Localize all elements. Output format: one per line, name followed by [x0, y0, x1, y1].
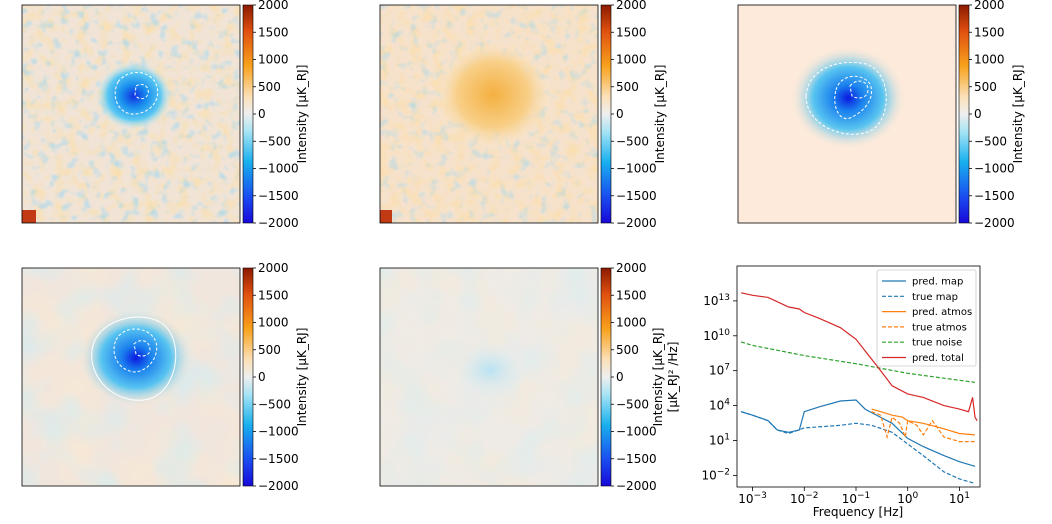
colorbar-tick-label: 500 — [258, 80, 281, 94]
panel-top-left — [21, 4, 241, 224]
colorbar-tick-label: 1500 — [974, 25, 1005, 39]
y-tick-label: 1013 — [703, 293, 730, 308]
colorbar-tick-label: −1500 — [258, 452, 299, 466]
colorbar-3: 2000 1500 1000 500 0 −500 −1000 −1500 −2000 Inte… — [958, 0, 1025, 230]
colorbar-tick-label: 1500 — [616, 25, 647, 39]
x-tick-label: 10−3 — [738, 491, 767, 506]
x-tick-label: 10−1 — [842, 491, 871, 506]
legend-label: pred. atmos — [912, 307, 972, 318]
contour-inner — [849, 80, 869, 99]
colorbar-tick-label: 500 — [258, 343, 281, 357]
colorbar-tick-label: 1000 — [616, 53, 647, 67]
y-tick-label: 101 — [709, 432, 730, 447]
contour-outer — [805, 61, 887, 135]
colorbar-tick-label: 500 — [616, 80, 639, 94]
x-tick-label: 10−2 — [790, 491, 819, 506]
contour-inner — [133, 340, 151, 357]
contour-mid — [834, 75, 872, 120]
colorbar-tick-label: 0 — [258, 370, 266, 384]
colorbar-tick-label: −500 — [258, 134, 291, 148]
colorbar-tick-label: 0 — [616, 107, 624, 121]
y-tick-label: 10−2 — [701, 467, 730, 482]
colorbar-tick-label: 1000 — [258, 53, 289, 67]
legend: pred. map true map pred. atmos true atmos tr… — [876, 269, 977, 367]
panel-top-middle — [379, 4, 599, 224]
spectrum-plot: 10−3 10−2 10−1 100 101 10−2 101 104 107 1010 1013… — [701, 265, 981, 519]
colorbar-tick-label: −2000 — [616, 479, 657, 493]
colorbar-tick-label: 1500 — [258, 288, 289, 302]
colorbar-4: 2000 1500 1000 500 0 −500 −1000 −1500 −2000 Inte… — [242, 261, 309, 493]
spectrum-ylabel-line2: [μK_RJ² /Hz] — [666, 342, 680, 413]
colorbar-tick-label: −1000 — [258, 162, 299, 176]
colorbar-tick-label: 2000 — [258, 0, 289, 12]
colorbar-tick-label: 2000 — [974, 0, 1005, 12]
colorbar-tick-label: 2000 — [258, 261, 289, 275]
colorbar-tick-label: −500 — [974, 134, 1007, 148]
legend-label: pred. total — [912, 353, 964, 364]
contour-inner — [134, 83, 149, 100]
colorbar-tick-label: −2000 — [258, 479, 299, 493]
colorbar-tick-label: 0 — [616, 370, 624, 384]
colorbar-label: Intensity [μK_RJ] — [653, 65, 667, 164]
colorbar-tick-label: −500 — [616, 134, 649, 148]
colorbar-2: 2000 1500 1000 500 0 −500 −1000 −1500 −2000 Inte… — [600, 0, 667, 230]
colorbar-tick-label: −500 — [258, 397, 291, 411]
colorbar-5: 2000 1500 1000 500 0 −500 −1000 −1500 −2000 — [600, 261, 657, 493]
colorbar-tick-label: 0 — [974, 107, 982, 121]
colorbar-tick-label: 1500 — [616, 288, 647, 302]
colorbar-tick-label: −1000 — [974, 162, 1015, 176]
panel-bottom-left — [21, 267, 241, 487]
colorbar-label: Intensity [μK_RJ] — [295, 65, 309, 164]
x-tick-label: 100 — [897, 491, 918, 506]
legend-label: true map — [912, 292, 958, 303]
colorbar-label: Intensity [μK_RJ] — [295, 328, 309, 427]
series-line-1 — [740, 411, 976, 485]
spectrum-frame — [736, 265, 981, 488]
colorbar-tick-label: 1000 — [258, 316, 289, 330]
colorbar-1: 2000 1500 1000 500 0 −500 −1000 −1500 −2000 Inte… — [242, 0, 309, 230]
contour-outer — [114, 72, 159, 115]
series-line-0 — [740, 399, 976, 467]
colorbar-tick-label: −2000 — [616, 216, 657, 230]
colorbar-tick-label: −1000 — [258, 425, 299, 439]
y-tick-label: 107 — [709, 363, 730, 378]
y-tick-label: 104 — [709, 398, 730, 413]
colorbar-tick-label: 1500 — [258, 25, 289, 39]
colorbar-tick-label: −2000 — [974, 216, 1015, 230]
colorbar-tick-label: 2000 — [616, 261, 647, 275]
colorbar-label: Intensity [μK_RJ] — [1011, 65, 1025, 164]
panel-bottom-middle — [379, 267, 599, 487]
legend-label: pred. map — [912, 277, 963, 288]
colorbar-tick-label: 1000 — [616, 316, 647, 330]
legend-label: true atmos — [912, 322, 967, 333]
colorbar-tick-label: 500 — [616, 343, 639, 357]
colorbar-tick-label: −1000 — [616, 162, 657, 176]
contour-outer — [91, 316, 177, 401]
colorbar-tick-label: 0 — [258, 107, 266, 121]
series-line-3 — [871, 411, 975, 443]
colorbar-tick-label: −1500 — [616, 452, 657, 466]
colorbar-tick-label: −500 — [616, 397, 649, 411]
y-tick-label: 1010 — [703, 328, 730, 343]
colorbar-tick-label: 1000 — [974, 53, 1005, 67]
colorbar-tick-label: −2000 — [258, 216, 299, 230]
contour-mid — [113, 328, 158, 373]
series-line-5 — [740, 292, 978, 422]
colorbar-tick-label: 500 — [974, 80, 997, 94]
spectrum-ylabel-line1: Intensity [μK_RJ] — [651, 328, 665, 427]
x-tick-label: 101 — [949, 491, 970, 506]
colorbar-tick-label: 2000 — [616, 0, 647, 12]
series-line-2 — [871, 408, 976, 436]
colorbar-tick-label: −1000 — [616, 425, 657, 439]
colorbar-tick-label: −1500 — [258, 189, 299, 203]
colorbar-tick-label: −1500 — [616, 189, 657, 203]
panel-top-right — [737, 4, 957, 224]
legend-label: true noise — [912, 338, 962, 349]
series-line-4 — [740, 341, 976, 383]
x-axis-label: Frequency [Hz] — [813, 505, 904, 519]
colorbar-tick-label: −1500 — [974, 189, 1015, 203]
